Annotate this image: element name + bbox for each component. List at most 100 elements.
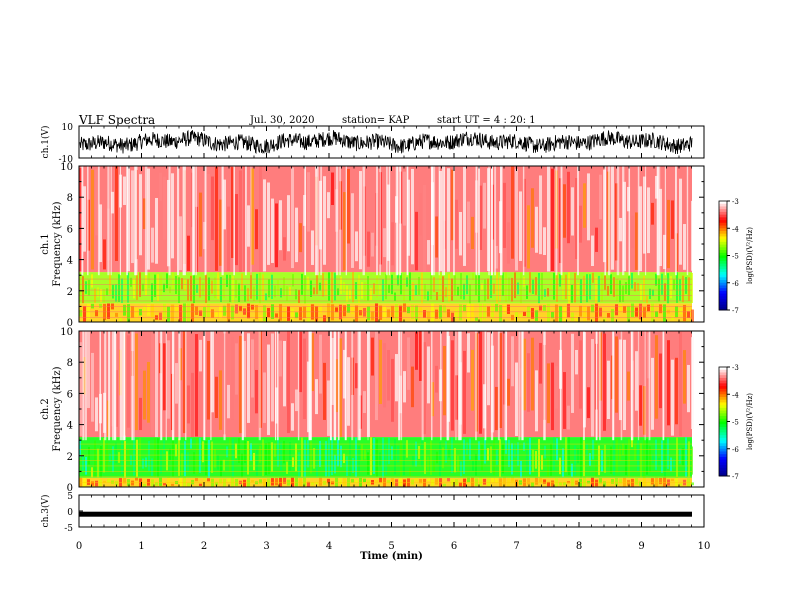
band-speckle	[688, 441, 690, 478]
band-speckle	[251, 479, 254, 483]
sferic-streak	[241, 331, 244, 441]
y-tick-label: 4	[67, 421, 73, 432]
band-speckle	[463, 439, 465, 474]
sferic-streak	[658, 166, 661, 276]
band-speckle	[520, 272, 522, 304]
band-speckle	[487, 332, 490, 406]
band-speckle	[448, 448, 450, 458]
colorbar-segment	[719, 435, 727, 439]
band-speckle	[355, 282, 357, 300]
band-speckle	[226, 274, 228, 287]
band-speckle	[263, 478, 266, 487]
band-speckle	[447, 168, 450, 272]
band-speckle	[529, 437, 531, 475]
band-speckle	[271, 274, 273, 299]
sferic-streak	[210, 331, 212, 441]
band-speckle	[328, 437, 330, 477]
x-tick-label: 8	[576, 541, 582, 552]
band-speckle	[683, 304, 686, 322]
band-speckle	[503, 304, 506, 314]
colorbar-segment	[719, 399, 727, 403]
sferic-streak	[315, 166, 318, 276]
band-speckle	[115, 442, 117, 464]
band-speckle	[469, 284, 471, 304]
sferic-streak	[135, 166, 138, 276]
band-speckle	[195, 478, 198, 482]
band-speckle	[651, 357, 654, 430]
band-speckle	[591, 235, 594, 266]
band-speckle	[107, 478, 110, 483]
band-speckle	[243, 166, 246, 272]
band-speckle	[467, 201, 470, 244]
band-speckle	[463, 166, 466, 266]
band-speckle	[79, 272, 81, 303]
band-speckle	[631, 303, 634, 318]
band-speckle	[151, 458, 153, 476]
sferic-streak	[616, 166, 620, 276]
y-tick-label: 10	[60, 162, 73, 173]
colorbar-segment	[719, 421, 727, 425]
band-speckle	[193, 452, 195, 474]
band-speckle	[223, 478, 226, 487]
band-speckle	[555, 366, 558, 409]
band-speckle	[439, 442, 441, 477]
band-speckle	[496, 272, 498, 304]
colorbar-tick-label: -5	[732, 419, 739, 427]
sferic-streak	[497, 331, 500, 441]
band-speckle	[631, 215, 634, 249]
band-speckle	[315, 481, 318, 485]
band-speckle	[484, 438, 486, 464]
sferic-streak	[622, 166, 625, 276]
colorbar-segment	[719, 280, 727, 284]
band-speckle	[538, 272, 540, 304]
band-speckle	[451, 278, 453, 301]
band-speckle	[275, 313, 278, 318]
sferic-streak	[612, 331, 615, 441]
band-speckle	[595, 442, 597, 477]
band-speckle	[523, 442, 525, 451]
colorbar-tick-label: -5	[732, 253, 739, 261]
band-speckle	[567, 171, 570, 244]
band-speckle	[611, 309, 614, 322]
band-speckle	[175, 444, 177, 457]
band-speckle	[135, 308, 138, 319]
band-speckle	[643, 386, 646, 435]
sferic-streak	[475, 331, 477, 441]
band-speckle	[603, 481, 606, 487]
band-speckle	[163, 303, 166, 320]
band-speckle	[431, 479, 434, 486]
band-speckle	[211, 478, 214, 487]
colorbar-tick-label: -4	[732, 391, 739, 399]
colorbar-segment	[719, 467, 727, 472]
band-speckle	[676, 272, 678, 303]
sferic-streak	[82, 331, 85, 441]
channel-ylabel: ch.1	[40, 233, 51, 255]
band-speckle	[647, 333, 650, 379]
band-speckle	[87, 331, 90, 408]
band-speckle	[355, 480, 358, 484]
band-speckle	[247, 288, 249, 302]
band-speckle	[431, 303, 434, 322]
chart-title: VLF Spectra	[79, 113, 156, 127]
sferic-streak	[113, 331, 117, 441]
band-speckle	[371, 337, 374, 376]
sferic-streak	[85, 331, 87, 441]
band-speckle	[499, 333, 502, 429]
band-speckle	[247, 303, 250, 319]
sferic-streak	[221, 166, 224, 276]
band-speckle	[523, 276, 525, 287]
band-speckle	[658, 458, 660, 467]
band-speckle	[215, 311, 218, 318]
band-speckle	[547, 288, 549, 297]
band-speckle	[265, 443, 267, 475]
band-speckle	[235, 280, 237, 298]
band-speckle	[274, 285, 276, 298]
band-speckle	[568, 437, 570, 476]
y-tick-label: 8	[67, 358, 73, 369]
band-speckle	[553, 437, 555, 470]
sferic-streak	[543, 331, 546, 441]
band-speckle	[575, 315, 578, 322]
band-speckle	[275, 478, 278, 486]
band-speckle	[319, 477, 322, 486]
colorbar-segment	[719, 233, 727, 237]
